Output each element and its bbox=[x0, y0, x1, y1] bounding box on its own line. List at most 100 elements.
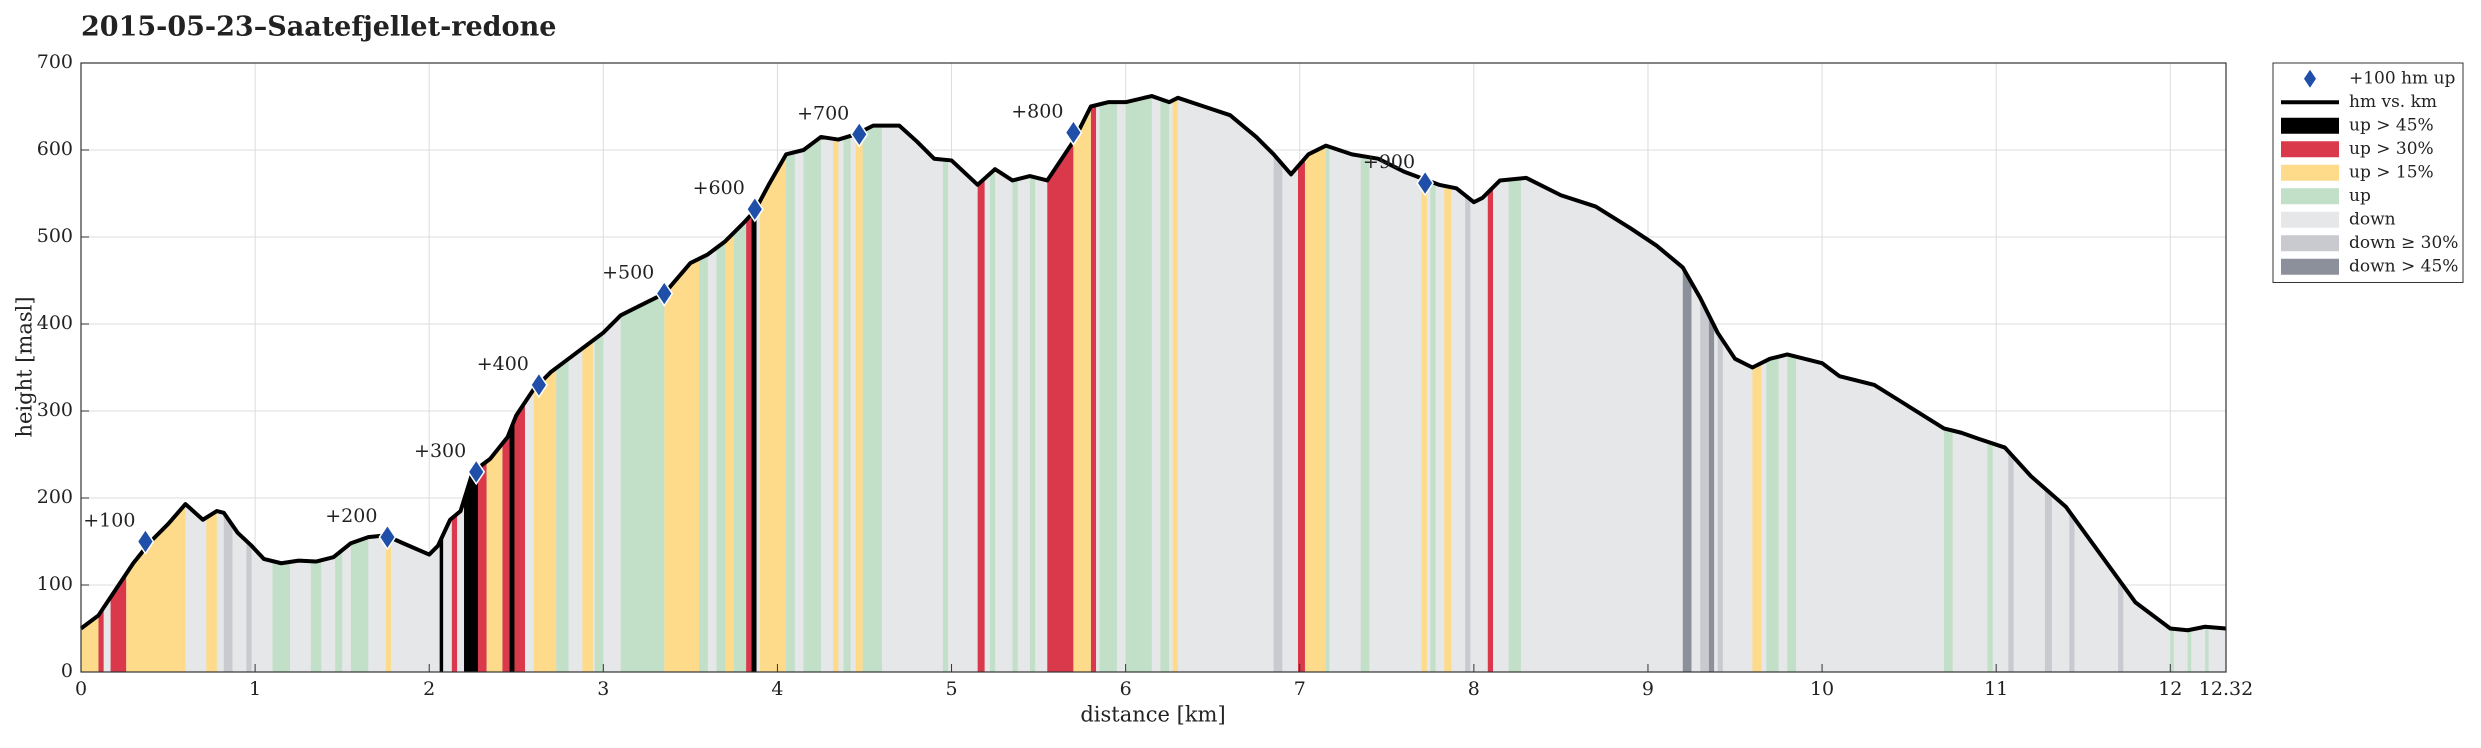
band bbox=[620, 96, 665, 672]
band bbox=[699, 96, 708, 672]
band bbox=[1325, 96, 1330, 672]
x-tick-label: 8 bbox=[1468, 678, 1480, 700]
marker bbox=[1416, 169, 1435, 197]
band bbox=[733, 96, 747, 672]
marker bbox=[530, 371, 548, 399]
band bbox=[843, 96, 851, 672]
x-tick-label: 5 bbox=[945, 678, 957, 700]
band bbox=[1766, 96, 1779, 672]
legend-marker bbox=[2304, 69, 2316, 88]
plot-frame bbox=[80, 62, 2227, 673]
x-tick-label: 9 bbox=[1642, 678, 1654, 700]
band bbox=[1099, 96, 1117, 672]
area-fill bbox=[81, 96, 2226, 672]
band bbox=[1012, 96, 1018, 672]
band bbox=[582, 96, 593, 672]
band bbox=[1029, 96, 1036, 672]
band bbox=[451, 96, 458, 672]
band bbox=[2170, 96, 2174, 672]
chart-title: 2015-05-23–Saatefjellet-redone bbox=[81, 12, 556, 43]
band bbox=[803, 96, 821, 672]
band bbox=[1090, 96, 1097, 672]
x-tick-label: 11 bbox=[1984, 678, 2008, 700]
x-tick-label: 10 bbox=[1810, 678, 1834, 700]
band bbox=[206, 96, 217, 672]
y-tick-label: 300 bbox=[37, 399, 73, 421]
band bbox=[1430, 96, 1436, 672]
y-tick-label: 500 bbox=[37, 225, 73, 247]
band bbox=[751, 96, 757, 672]
marker-label: +500 bbox=[602, 262, 654, 284]
band bbox=[310, 96, 322, 672]
legend-label: +100 hm up bbox=[2349, 68, 2456, 88]
x-tick-label: 1 bbox=[249, 678, 261, 700]
band bbox=[223, 96, 233, 672]
band bbox=[439, 96, 444, 672]
band bbox=[1465, 96, 1471, 672]
x-tick-label: 2 bbox=[423, 678, 435, 700]
x-tick-label: 4 bbox=[771, 678, 783, 700]
marker bbox=[136, 528, 155, 555]
legend-label: hm vs. km bbox=[2349, 92, 2437, 112]
band bbox=[942, 96, 949, 672]
x-tick-label: 12.32 bbox=[2199, 678, 2253, 700]
legend-label: up > 30% bbox=[2349, 139, 2434, 159]
band bbox=[1444, 96, 1452, 672]
x-tick-label: 0 bbox=[75, 678, 87, 700]
band bbox=[98, 96, 104, 672]
band bbox=[1682, 96, 1692, 672]
band bbox=[1421, 96, 1427, 672]
y-tick-label: 0 bbox=[61, 660, 73, 682]
band bbox=[725, 96, 734, 672]
marker-label: +300 bbox=[414, 440, 466, 462]
band bbox=[533, 96, 557, 672]
marker bbox=[745, 195, 764, 223]
legend-swatch bbox=[2281, 258, 2339, 275]
band bbox=[833, 96, 839, 672]
legend-swatch bbox=[2281, 164, 2339, 181]
band bbox=[855, 96, 863, 672]
band bbox=[2187, 96, 2192, 672]
band bbox=[977, 96, 985, 672]
band bbox=[1943, 96, 1953, 672]
band bbox=[2205, 96, 2209, 672]
legend-label: down ≥ 30% bbox=[2349, 233, 2458, 253]
band bbox=[1073, 96, 1091, 672]
band bbox=[1752, 96, 1762, 672]
legend-swatch bbox=[2281, 211, 2339, 228]
x-tick-label: 7 bbox=[1294, 678, 1306, 700]
legend-swatch bbox=[2281, 188, 2339, 205]
band bbox=[1273, 96, 1283, 672]
band bbox=[862, 96, 882, 672]
legend-label: up > 45% bbox=[2349, 115, 2434, 135]
band bbox=[2008, 96, 2014, 672]
marker bbox=[850, 120, 869, 148]
band bbox=[81, 96, 99, 672]
band bbox=[335, 96, 343, 672]
x-tick-label: 3 bbox=[597, 678, 609, 700]
band bbox=[760, 96, 787, 672]
band bbox=[2069, 96, 2075, 672]
marker bbox=[1064, 119, 1083, 146]
marker bbox=[467, 458, 486, 486]
band bbox=[1047, 96, 1074, 672]
legend-label: down bbox=[2349, 209, 2396, 229]
band bbox=[1125, 96, 1152, 672]
legend-label: down > 45% bbox=[2349, 256, 2458, 276]
legend-label: up bbox=[2349, 186, 2371, 206]
marker-label: +700 bbox=[797, 102, 849, 124]
bands bbox=[81, 96, 2226, 672]
band bbox=[1298, 96, 1305, 672]
legend-swatch bbox=[2281, 141, 2339, 158]
marker-label: +200 bbox=[325, 505, 377, 527]
band bbox=[746, 96, 752, 672]
band bbox=[1717, 96, 1723, 672]
y-tick-label: 700 bbox=[37, 51, 73, 73]
x-tick-label: 6 bbox=[1120, 678, 1132, 700]
band bbox=[594, 96, 604, 672]
band bbox=[664, 96, 700, 672]
legend-swatch bbox=[2281, 235, 2339, 252]
band bbox=[272, 96, 290, 672]
marker-label: +400 bbox=[477, 353, 529, 375]
